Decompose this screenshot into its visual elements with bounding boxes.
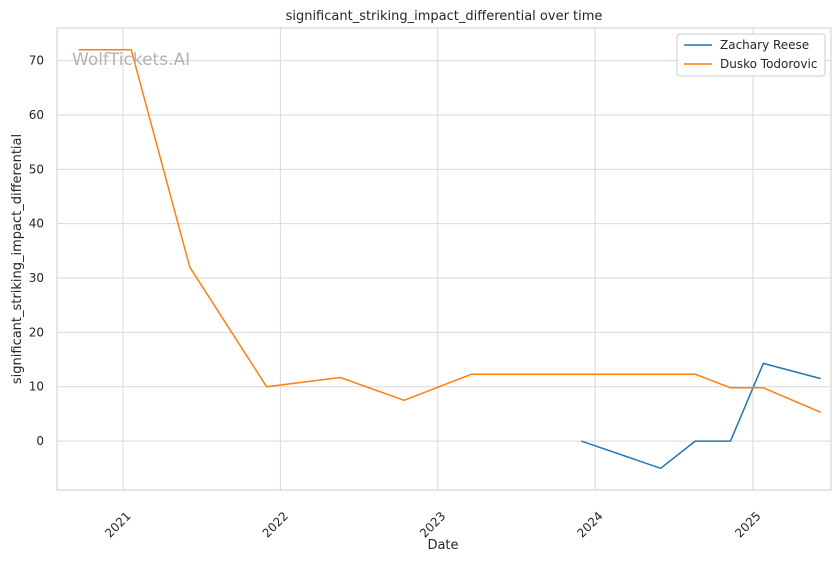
y-tick-label: 40 <box>29 217 44 231</box>
legend: Zachary Reese Dusko Todorovic <box>676 33 826 77</box>
chart-title: significant_striking_impact_differential… <box>286 9 603 24</box>
plot-frame <box>56 27 832 491</box>
y-tick-label: 20 <box>29 325 44 339</box>
grid <box>57 28 831 490</box>
series-line <box>581 362 821 470</box>
y-axis-ticks: 0 10 20 30 40 50 60 70 <box>29 54 44 448</box>
series-line <box>78 48 821 413</box>
series-lines <box>78 48 821 470</box>
legend-box <box>676 33 826 77</box>
x-axis-title: Date <box>427 538 458 553</box>
y-tick-label: 30 <box>29 271 44 285</box>
legend-label: Zachary Reese <box>720 38 809 52</box>
watermark: WolfTickets.AI <box>72 50 190 70</box>
y-tick-label: 50 <box>29 162 44 176</box>
legend-label: Dusko Todorovic <box>720 57 817 71</box>
y-tick-label: 70 <box>29 54 44 68</box>
y-tick-label: 10 <box>29 380 44 394</box>
y-tick-label: 0 <box>36 434 44 448</box>
y-axis-title: significant_striking_impact_differential <box>10 134 25 384</box>
y-tick-label: 60 <box>29 108 44 122</box>
